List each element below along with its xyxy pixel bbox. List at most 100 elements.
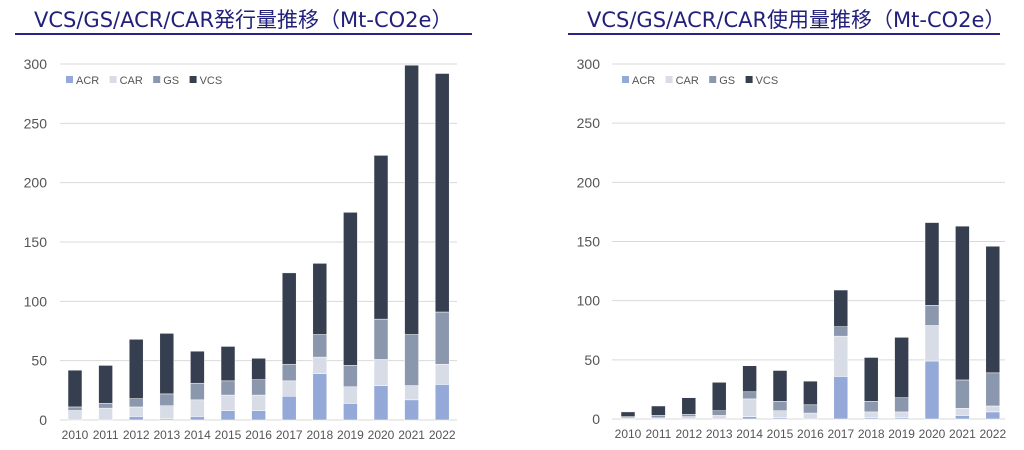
bar-segment-vcs-2017 <box>281 272 297 365</box>
bar-segment-vcs-2022 <box>434 73 450 313</box>
bar-segment-vcs-2011 <box>651 405 666 416</box>
x-tick-label: 2016 <box>245 428 272 442</box>
bar-segment-gs-2018 <box>312 334 328 358</box>
bar-segment-vcs-2021 <box>404 64 419 335</box>
x-tick-label: 2010 <box>615 427 642 441</box>
x-tick-label: 2011 <box>645 427 671 441</box>
y-tick-label: 200 <box>577 174 601 190</box>
bar-segment-gs-2015 <box>772 401 788 411</box>
x-tick-label: 2015 <box>215 428 242 442</box>
x-tick-label: 2018 <box>306 428 333 442</box>
legend-swatch-car <box>665 76 673 83</box>
title-underline <box>15 33 472 35</box>
legend-label-vcs: VCS <box>200 75 223 87</box>
bar-segment-gs-2012 <box>681 414 697 417</box>
bar-segment-car-2013 <box>159 405 175 420</box>
legend-swatch-gs <box>709 76 717 83</box>
legend-swatch-acr <box>66 76 73 83</box>
bar-segment-vcs-2014 <box>742 365 757 393</box>
legend-label-gs: GS <box>163 75 179 87</box>
bar-segment-car-2019 <box>894 411 909 419</box>
bar-segment-vcs-2019 <box>343 212 358 366</box>
x-tick-label: 2020 <box>368 428 395 442</box>
x-tick-label: 2012 <box>675 427 702 441</box>
y-tick-label: 100 <box>577 293 601 309</box>
bar-segment-gs-2021 <box>955 379 970 409</box>
x-tick-label: 2010 <box>62 428 89 442</box>
bar-segment-gs-2013 <box>711 410 727 416</box>
bar-segment-vcs-2010 <box>620 411 636 417</box>
bar-segment-gs-2016 <box>803 404 818 414</box>
bar-segment-vcs-2011 <box>98 365 113 404</box>
x-tick-label: 2014 <box>736 427 763 441</box>
bar-segment-car-2018 <box>863 411 879 419</box>
bar-segment-gs-2019 <box>343 365 358 388</box>
bar-segment-acr-2022 <box>985 411 1001 420</box>
bar-segment-acr-2019 <box>343 403 358 421</box>
bar-segment-car-2022 <box>985 405 1001 413</box>
legend-swatch-vcs <box>189 76 197 83</box>
bar-segment-car-2014 <box>190 399 205 417</box>
bar-segment-vcs-2017 <box>833 289 849 327</box>
legend-label-gs: GS <box>719 75 735 87</box>
bar-segment-vcs-2014 <box>190 350 205 384</box>
bar-segment-car-2012 <box>128 406 144 417</box>
x-tick-label: 2014 <box>184 428 211 442</box>
bar-segment-vcs-2018 <box>312 263 328 335</box>
bar-segment-acr-2014 <box>190 416 205 421</box>
bar-segment-acr-2022 <box>434 384 450 421</box>
x-tick-label: 2018 <box>858 427 885 441</box>
x-tick-label: 2017 <box>276 428 303 442</box>
bar-segment-car-2020 <box>924 325 940 362</box>
bar-segment-car-2016 <box>803 412 818 420</box>
bar-segment-vcs-2013 <box>711 382 727 411</box>
bar-segment-car-2012 <box>681 416 697 420</box>
bar-segment-vcs-2012 <box>681 397 697 415</box>
y-tick-label: 50 <box>584 352 600 368</box>
bar-segment-car-2017 <box>281 380 297 397</box>
legend-swatch-acr <box>622 76 629 83</box>
bar-segment-car-2021 <box>955 408 970 416</box>
legend-swatch-car <box>109 76 117 83</box>
x-tick-label: 2015 <box>767 427 794 441</box>
bar-segment-car-2017 <box>833 335 849 377</box>
chart-title-issuance: VCS/GS/ACR/CAR発行量推移（Mt-CO2e） <box>34 8 453 32</box>
bar-segment-vcs-2016 <box>803 380 818 406</box>
legend-label-car: CAR <box>676 75 699 87</box>
bar-segment-gs-2022 <box>985 372 1001 407</box>
bar-segment-car-2021 <box>404 385 419 401</box>
bar-segment-acr-2014 <box>742 416 757 420</box>
bar-segment-gs-2017 <box>281 363 297 382</box>
x-tick-label: 2016 <box>797 427 824 441</box>
bar-segment-vcs-2020 <box>924 222 940 306</box>
bar-segment-gs-2015 <box>220 380 236 396</box>
bar-segment-gs-2020 <box>924 305 940 326</box>
bar-segment-acr-2021 <box>955 415 970 420</box>
y-tick-label: 150 <box>24 234 48 250</box>
bar-segment-acr-2017 <box>281 396 297 421</box>
x-tick-label: 2020 <box>919 427 946 441</box>
bar-segment-acr-2017 <box>833 376 849 420</box>
bar-segment-vcs-2021 <box>955 225 970 381</box>
y-tick-label: 50 <box>31 353 47 369</box>
bar-segment-vcs-2019 <box>894 337 909 398</box>
x-tick-label: 2019 <box>888 427 915 441</box>
bar-segment-car-2019 <box>343 386 358 404</box>
y-tick-label: 300 <box>24 56 48 72</box>
legend-swatch-gs <box>153 76 161 83</box>
x-tick-label: 2012 <box>123 428 150 442</box>
bar-segment-vcs-2010 <box>67 369 83 408</box>
bar-segment-gs-2022 <box>434 311 450 365</box>
x-tick-label: 2013 <box>706 427 733 441</box>
x-tick-label: 2021 <box>949 427 976 441</box>
bar-segment-acr-2021 <box>404 399 419 421</box>
bar-segment-acr-2020 <box>373 385 389 421</box>
bar-segment-vcs-2018 <box>863 357 879 402</box>
bar-segment-gs-2019 <box>894 397 909 413</box>
bar-segment-gs-2021 <box>404 334 419 386</box>
bar-segment-vcs-2015 <box>772 370 788 402</box>
bar-segment-gs-2020 <box>373 318 389 360</box>
title-underline <box>568 33 1000 35</box>
bar-segment-gs-2018 <box>863 401 879 413</box>
bar-segment-car-2014 <box>742 398 757 417</box>
